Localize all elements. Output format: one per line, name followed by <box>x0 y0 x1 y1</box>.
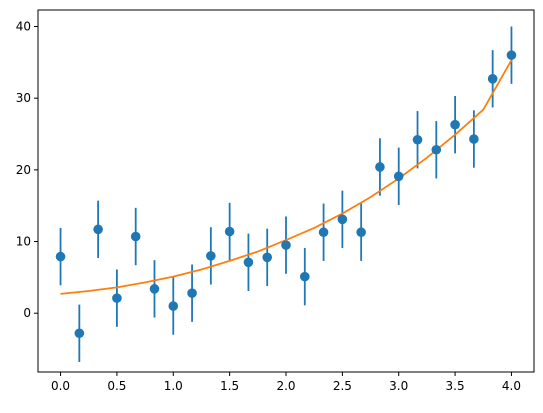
x-tick-label: 2.0 <box>276 379 295 393</box>
x-tick-label: 2.5 <box>333 379 352 393</box>
data-point <box>206 251 216 261</box>
data-point <box>262 252 273 263</box>
x-tick-label: 4.0 <box>502 379 521 393</box>
data-point <box>450 119 460 130</box>
data-point <box>187 288 197 298</box>
data-point <box>281 240 291 250</box>
data-point <box>337 214 348 225</box>
data-point <box>431 144 442 155</box>
y-tick-label: 10 <box>16 235 31 249</box>
y-axis: 0 10 20 30 40 <box>16 19 38 320</box>
x-tick-label: 1.5 <box>220 379 239 393</box>
x-tick-label: 3.0 <box>389 379 408 393</box>
x-tick-label: 0.0 <box>51 379 70 393</box>
plot-area <box>55 26 517 362</box>
data-point <box>356 227 366 238</box>
x-axis: 0.0 0.5 1.0 1.5 2.0 2.5 3.0 3.5 4.0 <box>51 372 521 393</box>
data-point <box>112 293 122 303</box>
y-tick-label: 40 <box>16 19 31 33</box>
data-point <box>299 271 310 282</box>
data-point <box>318 227 329 238</box>
data-point <box>506 50 517 60</box>
data-point <box>393 171 404 182</box>
data-point <box>375 162 385 172</box>
x-tick-label: 0.5 <box>107 379 126 393</box>
data-point <box>243 257 254 268</box>
data-point <box>149 284 160 294</box>
y-tick-label: 20 <box>16 163 31 177</box>
y-tick-label: 30 <box>16 91 31 105</box>
data-point <box>55 251 66 262</box>
data-point <box>224 226 235 237</box>
data-point <box>130 231 141 242</box>
data-point <box>412 134 423 145</box>
data-point <box>469 134 479 144</box>
data-point <box>168 301 179 311</box>
data-point <box>487 74 498 84</box>
y-tick-label: 0 <box>23 306 31 320</box>
data-point <box>74 328 85 339</box>
x-tick-label: 1.0 <box>164 379 183 393</box>
x-tick-label: 3.5 <box>446 379 465 393</box>
data-point <box>93 224 103 235</box>
